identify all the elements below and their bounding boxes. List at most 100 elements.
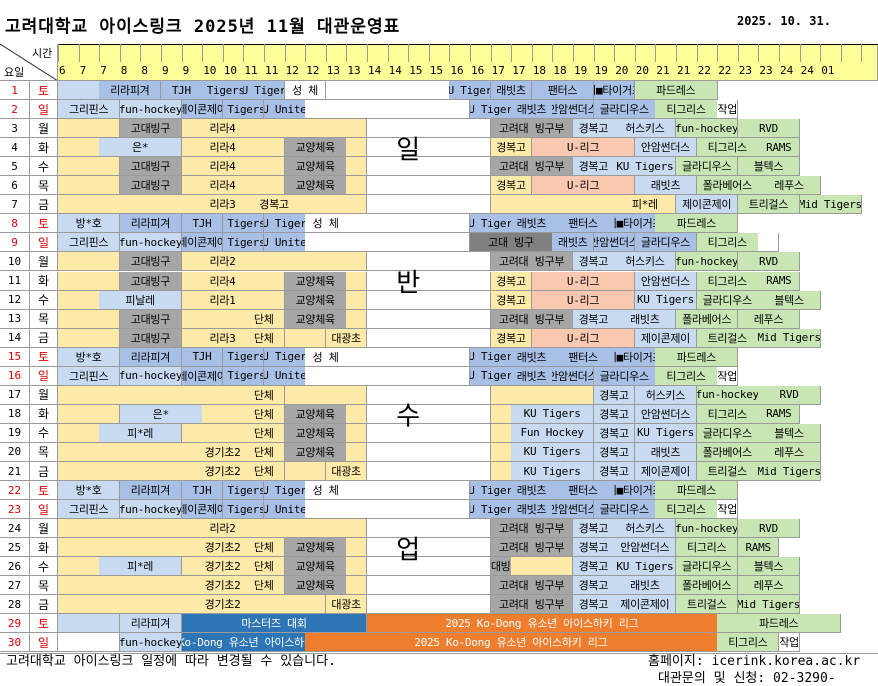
- day-number: 6: [0, 176, 30, 196]
- booking-cell: 리라피겨: [119, 347, 183, 367]
- empty-slot: [367, 576, 492, 596]
- booking-cell: 레푸스: [737, 576, 801, 596]
- empty-slot: [181, 290, 203, 310]
- booking-cell: 리라3: [202, 328, 244, 348]
- booking-cell: 리라2: [202, 519, 244, 539]
- hour-label: 6: [59, 64, 66, 77]
- weekday: 토: [30, 614, 58, 634]
- weekday: 토: [30, 347, 58, 367]
- empty-slot: [305, 233, 347, 253]
- hour-tick: [243, 44, 245, 62]
- day-number: 4: [0, 138, 30, 158]
- booking-cell: 고려대 빙구부: [490, 157, 574, 177]
- hour-label: 12: [306, 64, 320, 77]
- booking-cell: KU TigersII: [222, 481, 265, 501]
- booking-cell: KU TigersII: [202, 81, 244, 101]
- empty-slot: [367, 328, 492, 348]
- booking-cell: fun-hockey: [676, 119, 739, 139]
- booking-cell: KU Tigers: [614, 157, 677, 177]
- booking-cell: U-리그: [531, 176, 636, 196]
- weekday: 화: [30, 538, 58, 558]
- hour-tick: [428, 44, 430, 62]
- booking-cell: 단체: [243, 404, 286, 424]
- booking-cell: Fun Hockey: [511, 423, 595, 443]
- weekday: 금: [30, 195, 58, 215]
- booking-cell: Mid Tigers: [737, 595, 801, 615]
- booking-cell: 고려대 빙구부: [490, 519, 574, 539]
- empty-slot: [490, 195, 615, 215]
- hour-label: 7: [100, 64, 107, 77]
- empty-slot: [58, 119, 121, 139]
- empty-slot: [58, 404, 121, 424]
- weekday: 토: [30, 481, 58, 501]
- booking-cell: 리라4: [202, 157, 244, 177]
- empty-slot: [58, 462, 203, 482]
- booking-cell: 경복고: [573, 157, 615, 177]
- empty-slot: [346, 366, 471, 386]
- booking-cell: 고대빙구: [490, 557, 512, 577]
- booking-cell: 그리핀스: [58, 100, 121, 120]
- empty-slot: [305, 366, 347, 386]
- booking-cell: 트리걸스: [676, 595, 739, 615]
- booking-cell: 래빗츠: [511, 481, 553, 501]
- general-class-label: 반: [396, 268, 421, 299]
- booking-cell: KU TigersII: [222, 347, 265, 367]
- booking-cell: KU Tigers: [470, 500, 512, 520]
- booking-cell: 안암썬더스: [634, 404, 698, 424]
- booking-cell: 안암썬더스: [552, 100, 595, 120]
- hour-label: 21: [677, 64, 691, 77]
- booking-cell: fun-hockey: [676, 519, 739, 539]
- day-number: 19: [0, 423, 30, 443]
- booking-cell: KU Tigers: [470, 347, 512, 367]
- booking-cell: 제이콘제이: [181, 100, 224, 120]
- booking-cell: 티그리스: [696, 138, 759, 158]
- weekday: 화: [30, 271, 58, 291]
- booking-cell: 제이콘제이: [181, 500, 224, 520]
- booking-cell: 교양체육: [284, 557, 347, 577]
- booking-cell: 안암썬더스: [614, 538, 677, 558]
- booking-cell: 글라디우스: [593, 500, 656, 520]
- booking-cell: 교양체육: [284, 290, 347, 310]
- hour-label: 13: [347, 64, 361, 77]
- hour-label: 14: [368, 64, 382, 77]
- booking-cell: 방*호: [58, 214, 121, 234]
- hour-tick: [490, 44, 492, 62]
- booking-cell: 티그리스: [655, 366, 718, 386]
- day-number: 22: [0, 481, 30, 501]
- empty-slot: [367, 557, 492, 577]
- booking-cell: 교양체육: [284, 157, 347, 177]
- booking-cell: 폴라베어스: [676, 576, 739, 596]
- booking-cell: 대광초: [325, 328, 368, 348]
- empty-slot: [181, 119, 203, 139]
- day-number: 1: [0, 81, 30, 101]
- footer-note: 고려대학교 아이스링크 일정에 따라 변경될 수 있습니다.: [6, 654, 336, 669]
- booking-cell: 글라디우스: [696, 290, 759, 310]
- empty-slot: [243, 595, 327, 615]
- booking-cell: 래빗츠: [511, 214, 553, 234]
- empty-slot: [367, 252, 492, 272]
- booking-cell: 제이콘제이: [614, 595, 677, 615]
- booking-cell: KU United: [264, 500, 306, 520]
- hour-label: 22: [697, 64, 711, 77]
- empty-slot: [58, 290, 100, 310]
- booking-cell: 티그리스: [696, 404, 759, 424]
- booking-cell: Mid Tigers: [758, 328, 821, 348]
- booking-cell: 글라디우스: [676, 157, 739, 177]
- booking-cell: 경기초2: [202, 462, 244, 482]
- hour-tick: [367, 44, 368, 62]
- empty-slot: [367, 385, 492, 405]
- footer-homepage[interactable]: 홈페이지: icerink.korea.ac.kr: [648, 654, 861, 669]
- empty-slot: [367, 176, 492, 196]
- hour-label: 15: [409, 64, 423, 77]
- booking-cell: TJH: [161, 81, 203, 101]
- booking-cell: 교양체육: [284, 576, 347, 596]
- booking-cell: U-리그: [531, 271, 636, 291]
- booking-cell: 리라1: [202, 290, 244, 310]
- booking-cell: 팬터스: [552, 214, 615, 234]
- empty-slot: [346, 214, 471, 234]
- booking-cell: 경복고: [593, 462, 636, 482]
- booking-cell: 고대빙구: [119, 328, 183, 348]
- day-number: 17: [0, 385, 30, 405]
- booking-cell: 래빗츠: [552, 233, 595, 253]
- booking-cell: 팬터스: [531, 81, 595, 101]
